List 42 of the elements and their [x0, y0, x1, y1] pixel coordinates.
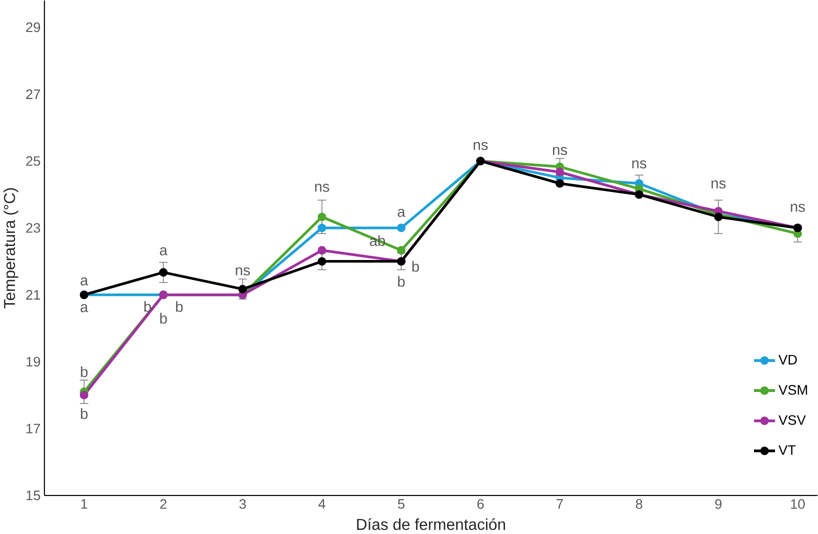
annotation: a — [398, 209, 406, 218]
y-tick-label: 19 — [26, 357, 40, 367]
annotation: b — [176, 301, 183, 312]
x-tick-label: 6 — [477, 499, 484, 510]
legend-label: VSV — [778, 415, 806, 426]
annotation: ns — [632, 160, 646, 169]
x-tick-label: 10 — [791, 499, 805, 510]
annotation: b — [80, 366, 88, 378]
annotation: ns — [552, 147, 568, 156]
x-tick-label: 3 — [239, 499, 246, 510]
y-tick-label: 23 — [26, 223, 40, 233]
annotation: b — [398, 276, 405, 288]
annotation: a — [80, 278, 88, 286]
annotation: ns — [712, 180, 726, 189]
annotation: ns — [474, 142, 488, 150]
annotation: b — [144, 301, 151, 312]
annotation: ns — [790, 204, 805, 212]
x-tick-label: 8 — [636, 499, 642, 510]
x-axis-title: Días de fermentación — [357, 518, 506, 530]
y-tick-label: 25 — [26, 156, 40, 166]
y-tick-label: 15 — [26, 490, 40, 500]
annotation: b — [160, 313, 167, 324]
annotation: ns — [236, 268, 250, 276]
y-tick-label: 17 — [26, 424, 40, 434]
legend-label: VSM — [778, 385, 808, 395]
annotation: b — [80, 408, 88, 420]
legend-label: VD — [778, 355, 797, 365]
x-tick-label: 9 — [715, 499, 722, 510]
x-tick-label: 2 — [160, 499, 166, 509]
annotation: b — [412, 261, 419, 272]
x-tick-label: 5 — [398, 499, 404, 509]
x-tick-label: 4 — [318, 499, 326, 509]
annotation: a — [160, 248, 168, 256]
annotation: ns — [315, 184, 330, 192]
y-axis-title: Temperatura (°C) — [4, 188, 18, 309]
y-tick-label: 29 — [26, 22, 40, 32]
x-tick-label: 7 — [556, 499, 563, 509]
legend-label: VT — [778, 446, 796, 456]
y-tick-label: 27 — [26, 90, 40, 100]
annotation: a — [80, 304, 88, 312]
y-tick-label: 21 — [26, 290, 40, 300]
x-tick-label: 1 — [81, 499, 88, 509]
